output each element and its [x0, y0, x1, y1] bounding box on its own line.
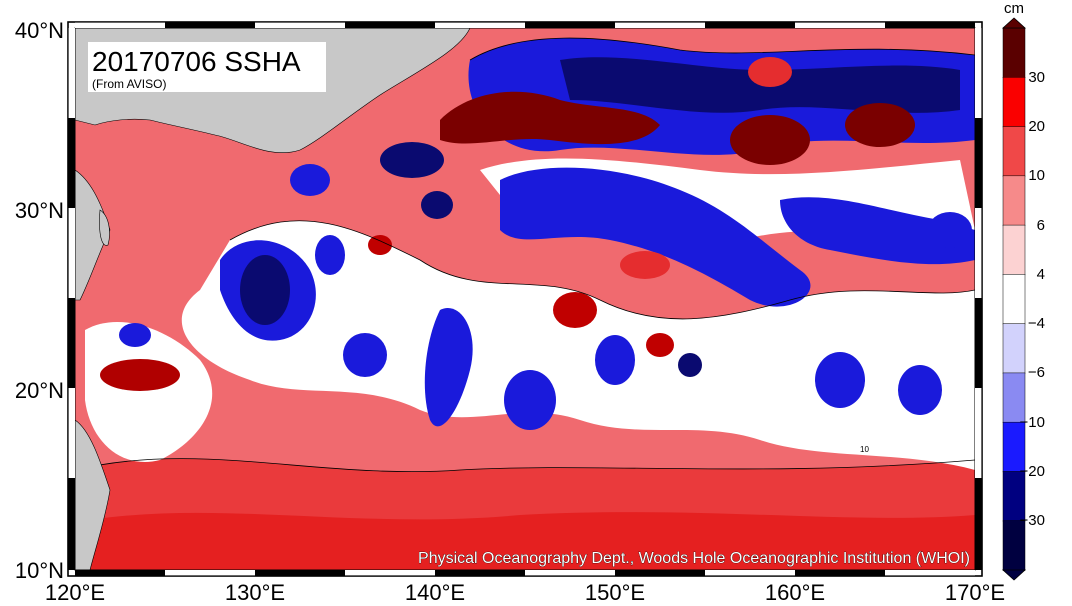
map-title: 20170706 SSHA [92, 46, 301, 77]
neutral-zone-central [181, 220, 975, 470]
warm-eddy-158e-north [748, 57, 792, 87]
colorbar-bin-3 [1002, 175, 1026, 226]
colorbar-bin-6 [1002, 323, 1026, 374]
cold-eddy-170e [928, 212, 972, 248]
colorbar-bin-0 [1002, 27, 1026, 79]
title-box [88, 42, 326, 92]
contour-line-central [229, 220, 975, 320]
cold-meander-east [780, 197, 975, 265]
warm-eddy-155e [620, 251, 670, 279]
colorbar-ticks: 30 20 10 6 4 −4 −6 −10 −20 −30 [1020, 69, 1045, 529]
contour-label: 10 [860, 445, 869, 454]
cold-eddy-146e [504, 370, 556, 430]
map-panel: 10 20170706 SSHA (From AVISO) Physical O… [75, 28, 975, 570]
colorbar-tick-neg20: −20 [1020, 463, 1045, 480]
colorbar-bottom-arrow [1001, 569, 1027, 581]
longitude-axis: 120°E 130°E 140°E 150°E 160°E 170°E [45, 580, 1005, 605]
cold-eddy-143e [424, 308, 473, 427]
lon-label-130e: 130°E [225, 580, 285, 605]
lon-label-150e: 150°E [585, 580, 645, 605]
colorbar-tick-6: 6 [1037, 217, 1045, 234]
lon-label-170e: 170°E [945, 580, 1005, 605]
colorbar-tick-neg6: −6 [1028, 364, 1045, 381]
cold-eddy-124e [119, 323, 151, 347]
cold-meander-central [500, 167, 811, 307]
latitude-axis: 40°N 30°N 20°N 10°N [15, 18, 64, 583]
colorbar-tick-neg30: −30 [1020, 512, 1045, 529]
warm-eddy-138e [368, 235, 392, 255]
warm-eddy-156e [646, 333, 674, 357]
colorbar-tick-10: 10 [1028, 167, 1045, 184]
cold-eddy-136e [343, 333, 387, 377]
kuroshio-ridge [440, 91, 660, 145]
colorbar-bins [1002, 27, 1026, 571]
credit-text: Physical Oceanography Dept., Woods Hole … [418, 550, 970, 567]
map-frame [67, 21, 983, 577]
cold-eddy-127e-core [240, 255, 290, 325]
warm-eddy-165e [845, 103, 915, 147]
warm-eddy-123e [100, 359, 180, 391]
warm-band-south-core [90, 512, 975, 570]
neutral-zone-west [85, 321, 213, 462]
cold-eddy-159e [678, 353, 702, 377]
cold-eddy-135e [315, 235, 345, 275]
cold-eddy-131e [290, 164, 330, 196]
cold-eddy-141e [421, 191, 453, 219]
map-subtitle: (From AVISO) [92, 77, 166, 91]
colorbar: cm 30 20 10 6 4 −4 −6 −10 −20 −30 [1001, 0, 1045, 581]
lon-label-120e: 120°E [45, 580, 105, 605]
cold-eddy-139e [380, 142, 444, 178]
contour-line-north [469, 37, 975, 61]
colorbar-tick-neg4: −4 [1028, 315, 1045, 332]
land-china-coast [75, 169, 111, 301]
lat-label-20n: 20°N [15, 378, 64, 403]
lat-label-40n: 40°N [15, 18, 64, 43]
cold-eddy-167e [898, 365, 942, 415]
colorbar-tick-neg10: −10 [1020, 414, 1045, 431]
cold-eddy-162e [815, 352, 865, 408]
lon-label-160e: 160°E [765, 580, 825, 605]
colorbar-tick-20: 20 [1028, 118, 1045, 135]
lon-label-140e: 140°E [405, 580, 465, 605]
colorbar-tick-30: 30 [1028, 69, 1045, 86]
warm-eddy-148e [553, 292, 597, 328]
colorbar-bin-4 [1002, 224, 1026, 276]
lat-label-10n: 10°N [15, 558, 64, 583]
cold-eddy-153e [595, 335, 635, 385]
colorbar-bin-1 [1002, 77, 1026, 128]
colorbar-unit: cm [1004, 0, 1024, 17]
colorbar-tick-4: 4 [1037, 266, 1045, 283]
colorbar-bin-2 [1002, 126, 1026, 177]
colorbar-top-arrow [1001, 17, 1027, 29]
lat-label-30n: 30°N [15, 198, 64, 223]
colorbar-bin-5 [1002, 274, 1026, 325]
land-philippines [75, 419, 111, 570]
contour-line-south [75, 458, 975, 473]
warm-eddy-158e [730, 115, 810, 165]
land-taiwan [99, 209, 110, 246]
